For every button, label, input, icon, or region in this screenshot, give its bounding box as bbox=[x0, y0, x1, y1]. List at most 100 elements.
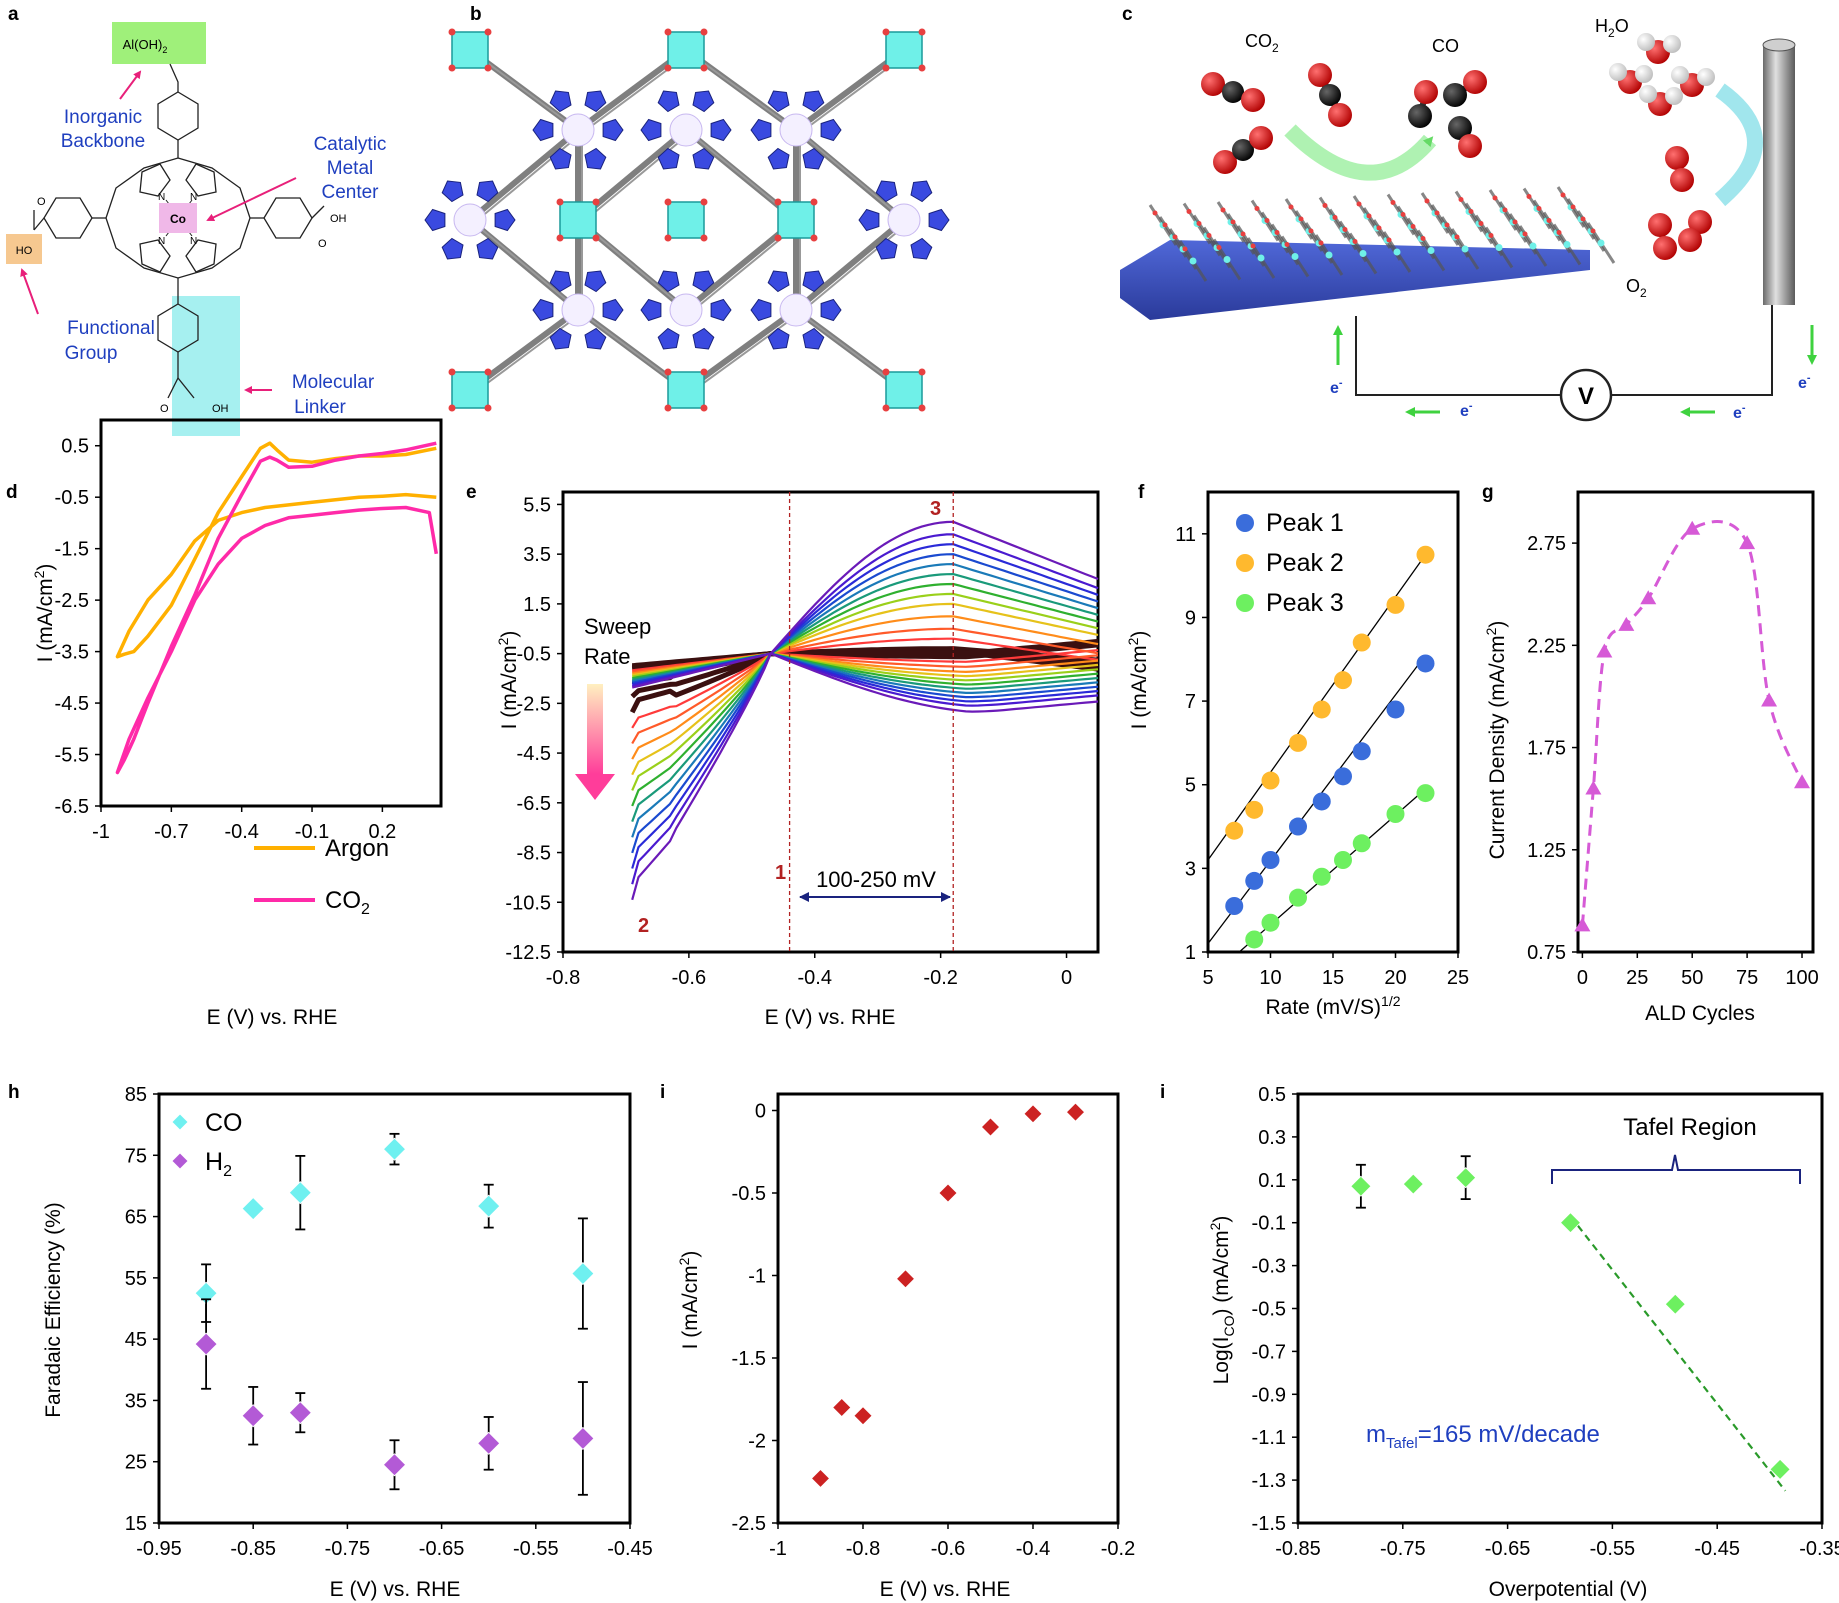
film-oxygen bbox=[1182, 246, 1188, 252]
film-node bbox=[1325, 251, 1333, 259]
data-point bbox=[895, 1269, 916, 1289]
cv-curve-forward bbox=[631, 652, 1099, 838]
data-point bbox=[1769, 1458, 1791, 1480]
chart-i2: -0.85 -0.75 -0.65 -0.55 -0.45 -0.35 0.5 0.3 0.1 -… bbox=[1207, 1084, 1839, 1601]
data-point bbox=[477, 1194, 501, 1218]
data-point bbox=[571, 1426, 595, 1450]
chart-i: -1 -0.8 -0.6 -0.4 -0.2 0 -0.5 -1 -1.5 -2 -2.5 E (V)… bbox=[676, 1092, 1135, 1601]
co-molecule-atom bbox=[1448, 116, 1472, 140]
mof-strut bbox=[473, 222, 583, 314]
mof-structure bbox=[424, 28, 950, 412]
panel-a: a Al(OH)2 N N N N Co O bbox=[6, 4, 386, 436]
mof-pyrrole bbox=[692, 327, 715, 350]
panel-letter-e: e bbox=[466, 482, 477, 503]
ho-label: HO bbox=[16, 245, 33, 257]
co2-molecule-atom bbox=[1308, 63, 1332, 87]
data-point bbox=[810, 1468, 831, 1489]
mof-pyrrole bbox=[549, 327, 572, 350]
mof-pyrrole bbox=[910, 180, 933, 203]
film-oxygen bbox=[1546, 218, 1552, 223]
mof-pyrrole bbox=[441, 180, 464, 203]
x-tick-label: -0.4 bbox=[1016, 1538, 1050, 1560]
backbone-box bbox=[112, 22, 206, 64]
mof-pyrrole bbox=[584, 90, 607, 113]
chart-g: 0 25 50 75 100 0.75 1.25 1.75 2.25 2.75 ALD Cycles… bbox=[1483, 490, 1819, 1025]
counter-electrode-rod bbox=[1763, 45, 1795, 305]
tafel-fit-line bbox=[1569, 1215, 1787, 1492]
co2-molecule-atom bbox=[1222, 81, 1244, 103]
mof-aluminum-node bbox=[667, 371, 705, 409]
legend-h2-marker bbox=[171, 1152, 189, 1170]
y-tick-label: 3 bbox=[1185, 858, 1196, 880]
y-tick-label: 85 bbox=[125, 1084, 147, 1106]
cv-curve-forward bbox=[631, 652, 1099, 791]
y-tick-label: -2.5 bbox=[517, 693, 551, 715]
plot-frame bbox=[561, 490, 1100, 954]
data-point bbox=[1245, 871, 1264, 890]
functional-label-1: Functional bbox=[67, 318, 155, 339]
plot-frame bbox=[157, 1092, 632, 1525]
y-tick-label: -0.1 bbox=[1252, 1213, 1286, 1235]
catalytic-label-2: Metal bbox=[327, 158, 373, 179]
data-point bbox=[1312, 792, 1331, 811]
mof-oxygen bbox=[810, 234, 818, 242]
cv-curve-forward bbox=[631, 652, 1099, 807]
mof-pyrrole bbox=[910, 237, 933, 260]
mof-pyrrole bbox=[424, 208, 446, 232]
functional-label-2: Group bbox=[65, 343, 118, 364]
film-oxygen bbox=[1580, 216, 1586, 222]
mof-pyrrole bbox=[584, 327, 607, 350]
y-tick-label: 1.25 bbox=[1527, 840, 1566, 862]
sweep-arrow-head bbox=[575, 774, 615, 800]
panel-i2-annotations: Tafel Region mTafel=165 mV/decade bbox=[1366, 1114, 1801, 1452]
y-tick-label: -1.1 bbox=[1252, 1427, 1286, 1449]
data-point bbox=[477, 1431, 501, 1455]
co-label: CO bbox=[1432, 36, 1459, 56]
film-oxygen bbox=[1318, 240, 1324, 246]
water-hydrogen bbox=[1663, 35, 1681, 53]
data-point bbox=[1065, 1102, 1086, 1122]
co-molecule-atom bbox=[1414, 80, 1438, 104]
x-tick-label: -0.6 bbox=[931, 1538, 965, 1560]
data-point bbox=[1618, 616, 1635, 631]
panel-letter-c: c bbox=[1122, 4, 1133, 25]
mof-oxygen bbox=[556, 234, 564, 242]
electron-label-2: e- bbox=[1460, 400, 1473, 420]
data-point bbox=[938, 1183, 958, 1203]
data-point bbox=[1794, 774, 1811, 789]
film-node bbox=[1223, 256, 1231, 263]
data-point bbox=[1245, 800, 1264, 819]
mof-strut bbox=[689, 52, 801, 134]
mof-pyrrole bbox=[750, 118, 772, 142]
mof-aluminum-node bbox=[667, 31, 705, 69]
x-axis-label: Rate (mV/S)1/2 bbox=[1266, 993, 1401, 1019]
mof-pyrrole bbox=[875, 180, 898, 203]
catalytic-label-1: Catalytic bbox=[314, 134, 387, 155]
cv-curve-forward bbox=[631, 652, 1099, 901]
electrode-plate bbox=[1120, 240, 1590, 320]
film-oxygen bbox=[1590, 228, 1596, 234]
film-oxygen bbox=[1536, 206, 1542, 211]
y-tick-label: 0.1 bbox=[1258, 1170, 1286, 1192]
x-tick-label: -0.8 bbox=[846, 1538, 880, 1560]
mof-pyrrole bbox=[494, 208, 516, 232]
svg-text:O: O bbox=[37, 196, 46, 208]
y-tick-label: -1.5 bbox=[55, 539, 89, 561]
mof-pyrrole bbox=[602, 298, 624, 322]
mof-oxygen bbox=[664, 64, 672, 72]
mof-pyrrole bbox=[549, 270, 572, 293]
water-hydrogen bbox=[1639, 85, 1657, 103]
film-oxygen bbox=[1468, 209, 1474, 214]
y-tick-label: -2 bbox=[748, 1431, 766, 1453]
data-point bbox=[1402, 1173, 1424, 1195]
data-point bbox=[1289, 733, 1307, 752]
film-oxygen bbox=[1522, 231, 1528, 237]
mof-pyrrole bbox=[476, 237, 499, 260]
film-oxygen bbox=[1220, 207, 1226, 213]
film-oxygen bbox=[1410, 224, 1416, 229]
y-tick-label: 0 bbox=[755, 1101, 766, 1123]
legend-marker bbox=[1236, 594, 1254, 612]
x-tick-label: -0.95 bbox=[136, 1538, 182, 1560]
legend-co2-label: CO2 bbox=[325, 887, 370, 918]
mof-pyrrole bbox=[657, 147, 680, 170]
